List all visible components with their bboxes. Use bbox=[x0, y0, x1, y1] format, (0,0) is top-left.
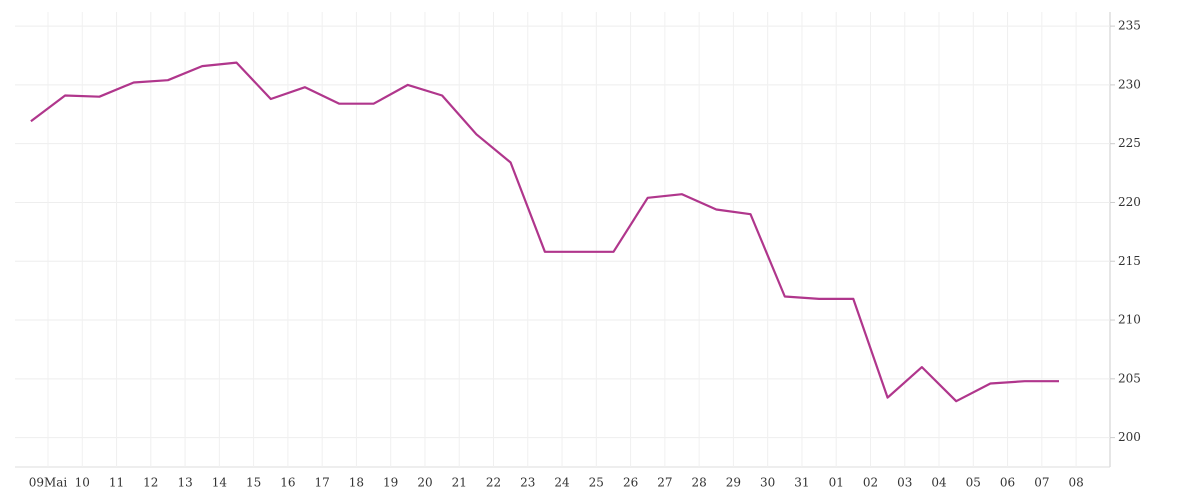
x-tick-label: 05 bbox=[966, 476, 981, 490]
x-tick-label: 03 bbox=[897, 476, 912, 490]
x-tick-label: 02 bbox=[863, 476, 878, 490]
x-tick-label: 18 bbox=[349, 476, 364, 490]
x-tick-label: 12 bbox=[143, 476, 158, 490]
x-tick-label: 07 bbox=[1034, 476, 1049, 490]
x-tick-label: 17 bbox=[315, 476, 330, 490]
x-tick-label: 13 bbox=[177, 476, 192, 490]
x-tick-label: 09Mai bbox=[29, 476, 68, 490]
x-tick-label: 22 bbox=[486, 476, 501, 490]
x-tick-label: 11 bbox=[109, 476, 124, 490]
y-tick-label: 220 bbox=[1118, 195, 1141, 209]
x-tick-label: 06 bbox=[1000, 476, 1015, 490]
x-tick-label: 16 bbox=[280, 476, 295, 490]
x-tick-label: 15 bbox=[246, 476, 261, 490]
x-tick-label: 21 bbox=[452, 476, 467, 490]
x-tick-label: 28 bbox=[691, 476, 706, 490]
y-tick-label: 205 bbox=[1118, 371, 1141, 385]
y-tick-label: 225 bbox=[1118, 136, 1141, 150]
x-tick-label: 08 bbox=[1068, 476, 1083, 490]
y-tick-label: 215 bbox=[1118, 254, 1141, 268]
x-tick-label: 14 bbox=[212, 476, 228, 490]
x-tick-label: 30 bbox=[760, 476, 775, 490]
y-tick-label: 200 bbox=[1118, 430, 1141, 444]
x-tick-label: 27 bbox=[657, 476, 672, 490]
x-tick-label: 31 bbox=[794, 476, 809, 490]
line-series bbox=[30, 61, 1059, 403]
x-tick-label: 19 bbox=[383, 476, 398, 490]
x-tick-label: 23 bbox=[520, 476, 535, 490]
x-tick-label: 20 bbox=[417, 476, 432, 490]
x-tick-label: 10 bbox=[75, 476, 90, 490]
x-tick-label: 29 bbox=[726, 476, 741, 490]
x-tick-label: 04 bbox=[931, 476, 947, 490]
y-tick-label: 230 bbox=[1118, 77, 1141, 91]
y-tick-label: 210 bbox=[1118, 313, 1141, 327]
x-tick-label: 25 bbox=[589, 476, 604, 490]
x-tick-label: 26 bbox=[623, 476, 638, 490]
x-tick-label: 24 bbox=[554, 476, 570, 490]
y-tick-label: 235 bbox=[1118, 19, 1141, 33]
x-tick-label: 01 bbox=[829, 476, 844, 490]
